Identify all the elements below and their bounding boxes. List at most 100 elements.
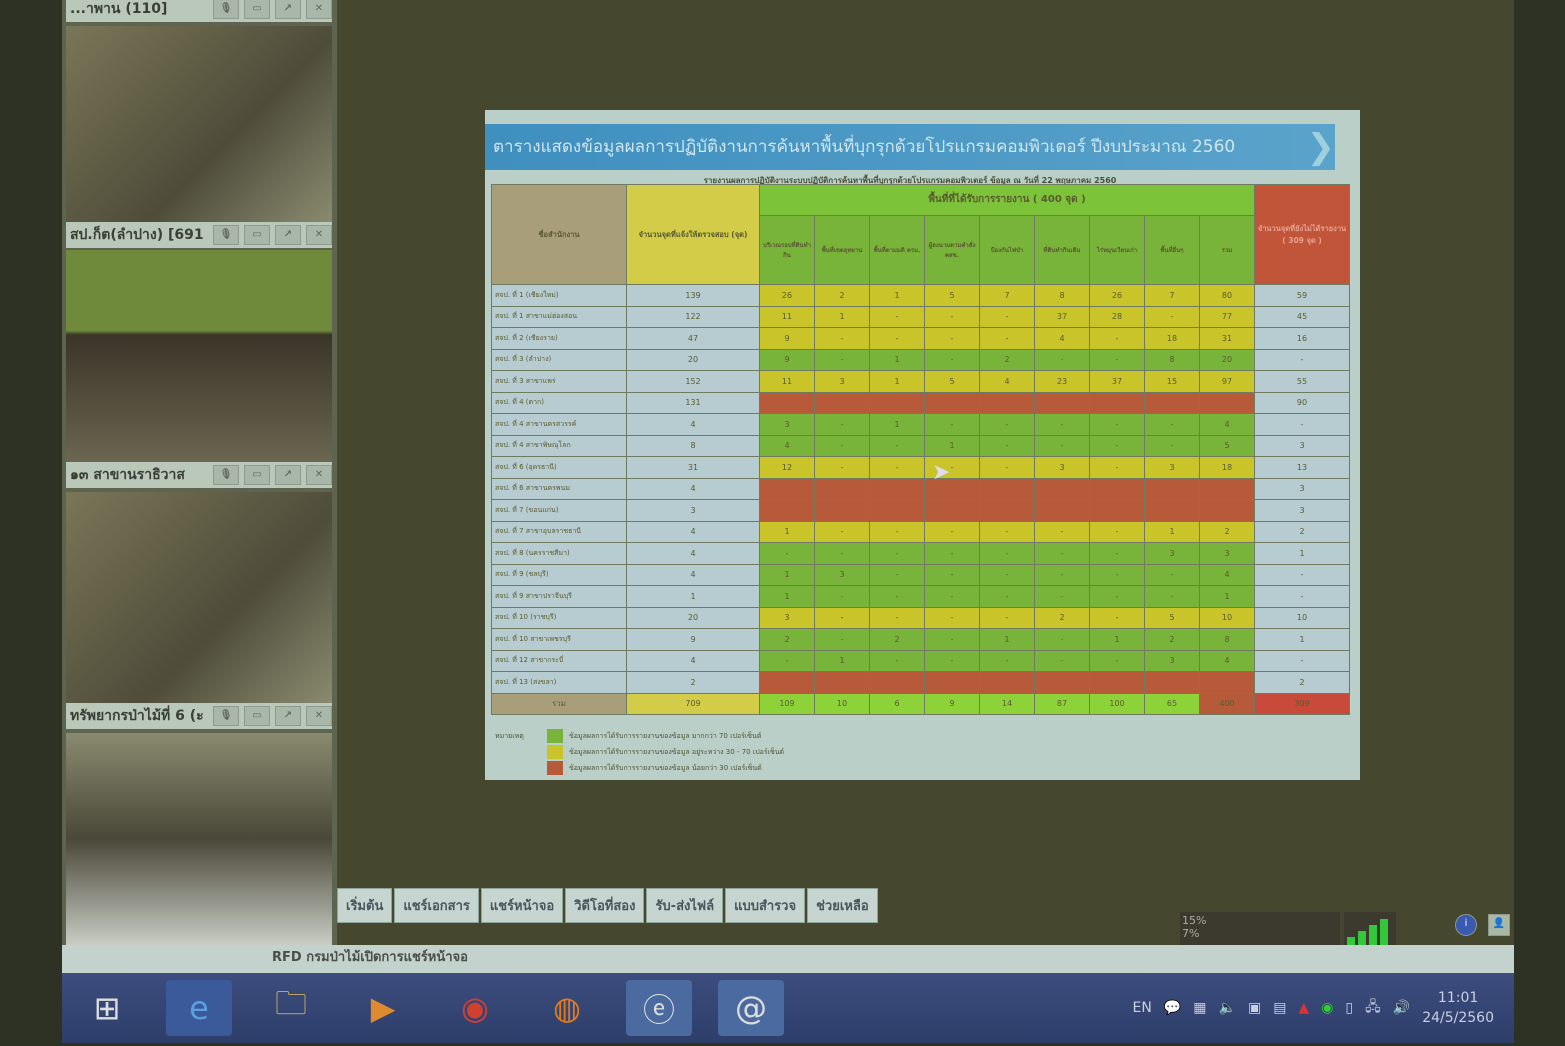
office-name: สจป. ที่ 6 สาขานครพนม	[491, 477, 627, 500]
reported-value: -	[924, 327, 980, 350]
tray-icon[interactable]: ▦	[1193, 1000, 1207, 1016]
close-icon[interactable]: ✕	[306, 225, 332, 245]
info-icon[interactable]: i	[1455, 914, 1477, 936]
video-tile[interactable]: ทรัพยากรป่าไม้ที่ 6 (ะ 🎙 ▭ ↗ ✕	[66, 492, 332, 729]
reported-value: -	[814, 628, 870, 651]
reported-value: 2	[814, 284, 870, 307]
video-panel: ...าพาน (110] 🎙 ▭ ↗ ✕ สป.ก็ต(ลำปาง) [691 🎙 ▭ ↗ ✕…	[62, 0, 337, 945]
point-count: 8	[626, 434, 760, 457]
total-value: 400	[1199, 692, 1255, 715]
reported-value: 11	[759, 305, 815, 328]
table-row: สจป. ที่ 6 (อุดรธานี) 31 12- - - -3-3 18 13	[491, 456, 1350, 479]
tab-4[interactable]: รับ-ส่งไฟล์	[646, 888, 724, 923]
total-row: รวม 709 109 10 6 9 14 87 100 65 400 309	[491, 692, 1350, 715]
media-player-icon[interactable]: ▶	[370, 989, 396, 1027]
tab-2[interactable]: แชร์หน้าจอ	[480, 888, 564, 923]
start-icon[interactable]: ⊞	[93, 989, 121, 1027]
close-icon[interactable]: ✕	[306, 465, 332, 485]
video-tile[interactable]: ...าพาน (110] 🎙 ▭ ↗ ✕	[66, 0, 332, 22]
reported-value: -	[814, 348, 870, 371]
pin-icon[interactable]: ↗	[275, 706, 301, 726]
folder-icon[interactable]: 🗀	[274, 984, 307, 1022]
slide-subtitle: รายงานผลการปฏิบัติงานระบบปฏิบัติการค้นหา…	[703, 176, 1117, 185]
reported-value	[759, 391, 815, 414]
total-value: 10	[814, 692, 870, 715]
user-icon[interactable]: 👤	[1488, 914, 1510, 936]
legend-swatch	[547, 761, 563, 775]
tab-6[interactable]: ช่วยเหลือ	[807, 888, 878, 923]
mic-icon[interactable]: 🎙	[213, 0, 239, 19]
total-value: 87	[1034, 692, 1090, 715]
reported-value: 3	[814, 563, 870, 586]
video-tile[interactable]: สป.ก็ต(ลำปาง) [691 🎙 ▭ ↗ ✕	[66, 26, 332, 248]
reported-value: -	[814, 434, 870, 457]
close-icon[interactable]: ✕	[306, 706, 332, 726]
camera-icon[interactable]: ▭	[244, 0, 270, 19]
volume-icon[interactable]: 🔈	[1218, 1000, 1236, 1016]
table-row: สจป. ที่ 3 (ลำปาง) 20 9-1-2- -8 20-	[491, 348, 1350, 371]
reported-value	[1034, 671, 1090, 694]
mic-icon[interactable]: 🎙	[213, 225, 239, 245]
reported-value: -	[1089, 649, 1145, 672]
reported-value	[1199, 391, 1255, 414]
legend-swatch	[547, 745, 563, 759]
remaining-value: -	[1254, 413, 1350, 436]
tab-3[interactable]: วิดีโอที่สอง	[565, 888, 645, 923]
speaker-icon[interactable]: 🔊	[1392, 1000, 1411, 1016]
reported-value: 23	[1034, 370, 1090, 393]
legend-text: ข้อมูลผลการได้รับการรายงานของข้อมูล มากก…	[569, 731, 762, 740]
table-row: สจป. ที่ 8 (นครราชสีมา) 4- - - - - - -3 3 1	[491, 542, 1350, 565]
office-name: สจป. ที่ 4 สาขานครสวรรค์	[491, 413, 627, 436]
upload-icon[interactable]: ▲	[1298, 1000, 1310, 1016]
reported-value: 5	[924, 284, 980, 307]
language-indicator[interactable]: EN	[1132, 1000, 1152, 1016]
point-count: 20	[626, 348, 760, 371]
tray-icon[interactable]: ▤	[1273, 1000, 1287, 1016]
table-row: สจป. ที่ 7 (ขอนแก่น) 3 3	[491, 499, 1350, 522]
reported-value: 4	[1199, 563, 1255, 586]
tray-icon[interactable]: ◉	[1321, 1000, 1334, 1016]
camera-icon[interactable]: ▭	[244, 465, 270, 485]
reported-value	[1199, 499, 1255, 522]
tray-icon[interactable]: 💬	[1163, 1000, 1182, 1016]
report-table: ชื่อสำนักงาน จำนวนจุดที่แจ้งให้ตรวจสอบ (…	[491, 184, 1350, 715]
total-value: 9	[924, 692, 980, 715]
reported-value	[1199, 477, 1255, 500]
reported-value: -	[924, 413, 980, 436]
reported-value: -	[869, 520, 925, 543]
mic-icon[interactable]: 🎙	[213, 465, 239, 485]
tab-1[interactable]: แชร์เอกสาร	[394, 888, 479, 923]
reported-value: 37	[1034, 305, 1090, 328]
tab-0[interactable]: เริ่มต้น	[337, 888, 393, 923]
office-name: สจป. ที่ 6 (อุดรธานี)	[491, 456, 627, 479]
camera-icon[interactable]: ▭	[244, 706, 270, 726]
pin-icon[interactable]: ↗	[275, 465, 301, 485]
point-count: 4	[626, 542, 760, 565]
mic-icon[interactable]: 🎙	[213, 706, 239, 726]
reported-value: 4	[1199, 413, 1255, 436]
reported-value: -	[979, 520, 1035, 543]
reported-value: -	[1034, 563, 1090, 586]
video-tile[interactable]	[66, 733, 332, 945]
firefox-icon[interactable]: ◍	[553, 989, 581, 1027]
point-count: 4	[626, 649, 760, 672]
tab-5[interactable]: แบบสำรวจ	[725, 888, 806, 923]
email-icon[interactable]: @	[718, 980, 784, 1036]
close-icon[interactable]: ✕	[306, 0, 332, 19]
reported-value: -	[759, 542, 815, 565]
app-e-icon[interactable]: ⓔ	[626, 980, 692, 1036]
pin-icon[interactable]: ↗	[275, 225, 301, 245]
total-count: 709	[626, 692, 760, 715]
subheader: พื้นที่อื่นๆ	[1144, 214, 1200, 286]
reported-value: 3	[1144, 649, 1200, 672]
chrome-icon[interactable]: ◉	[461, 989, 489, 1027]
pin-icon[interactable]: ↗	[275, 0, 301, 19]
power-icon[interactable]: ▯	[1345, 1000, 1354, 1016]
clock[interactable]: 11:01 24/5/2560	[1422, 990, 1494, 1026]
reported-value: 1	[869, 370, 925, 393]
tray-icon[interactable]: ▣	[1247, 1000, 1262, 1016]
network-icon[interactable]: 🖧	[1365, 999, 1381, 1015]
video-tile[interactable]: ๑๓ สาขานราธิวาส 🎙 ▭ ↗ ✕	[66, 250, 332, 488]
camera-icon[interactable]: ▭	[244, 225, 270, 245]
internet-explorer-icon[interactable]: e	[166, 980, 232, 1036]
